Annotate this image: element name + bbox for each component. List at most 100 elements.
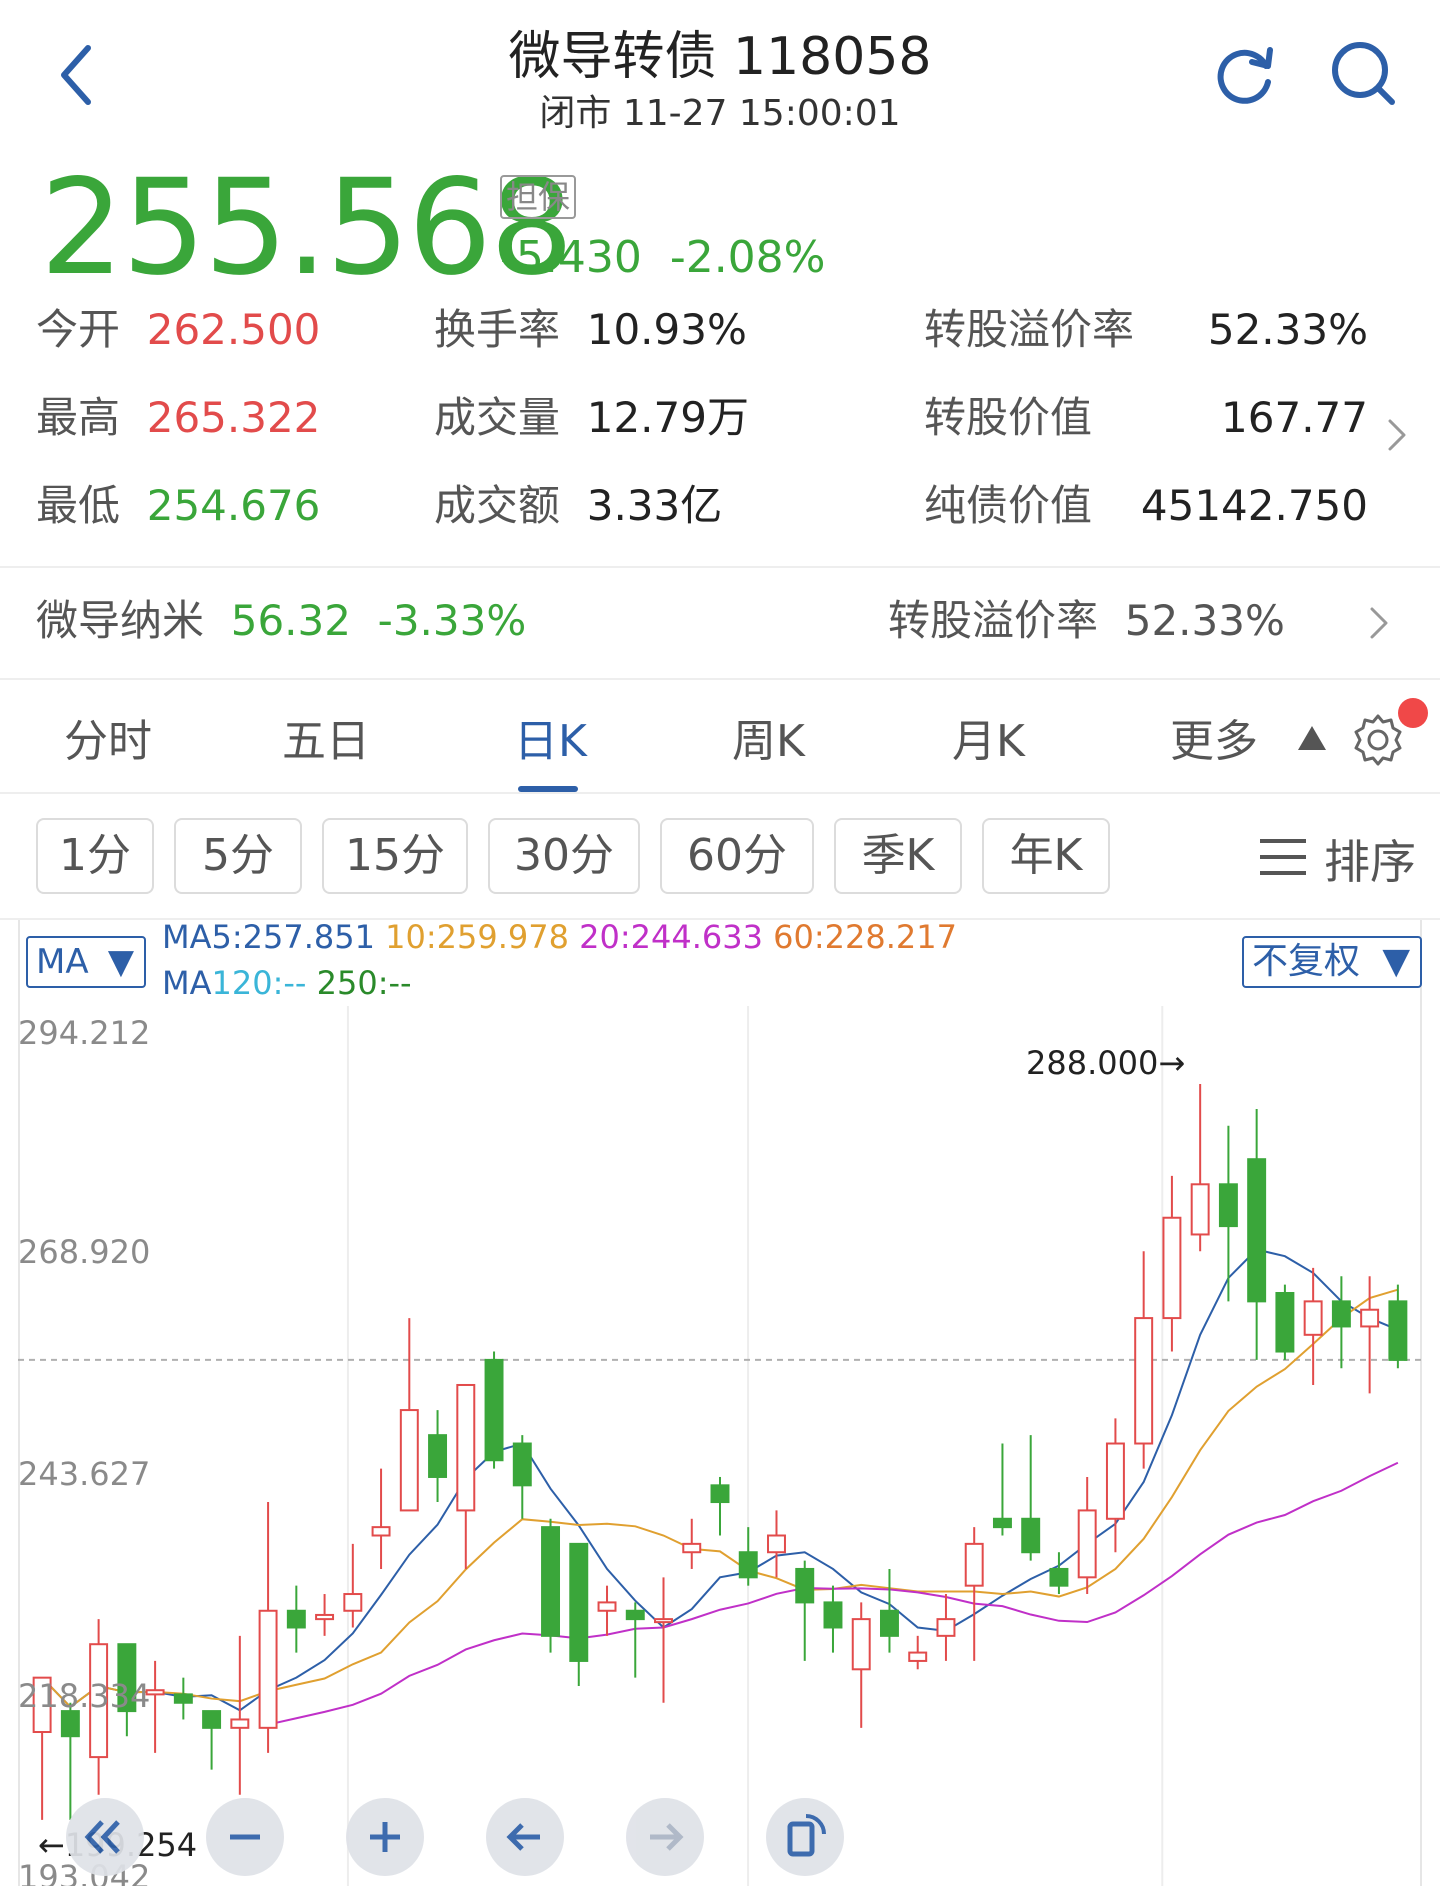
adjust-selector[interactable]: 不复权 ▼ xyxy=(1242,936,1422,988)
candle xyxy=(738,1527,758,1586)
premium-value: 52.33% xyxy=(1124,596,1285,645)
tab-month-k[interactable]: 月K xyxy=(952,716,1025,767)
candle-body xyxy=(1275,1291,1295,1353)
candle xyxy=(1388,1284,1408,1369)
search-icon[interactable] xyxy=(1326,36,1402,112)
candle-body xyxy=(145,1689,165,1696)
candle-body xyxy=(936,1618,956,1637)
stat-value: 167.77 xyxy=(1221,393,1368,442)
candle xyxy=(1077,1476,1097,1595)
back-arrow-icon[interactable] xyxy=(52,40,100,110)
divider xyxy=(0,918,1440,920)
candle xyxy=(597,1585,617,1636)
fast-back-button[interactable] xyxy=(66,1798,144,1876)
candle xyxy=(1275,1284,1295,1360)
period-year-button[interactable]: 年K xyxy=(982,818,1110,894)
period-5min-button[interactable]: 5分 xyxy=(174,818,302,894)
candle xyxy=(908,1635,928,1670)
candle xyxy=(286,1585,306,1653)
arrow-left-icon xyxy=(506,1823,540,1851)
candle-body xyxy=(371,1526,391,1537)
period-quarter-button[interactable]: 季K xyxy=(834,818,962,894)
candle xyxy=(654,1577,673,1703)
candle-body xyxy=(399,1409,419,1512)
candle-body xyxy=(823,1601,843,1629)
market-status: 闭市 11-27 15:00:01 xyxy=(539,93,901,134)
stat-value: 45142.750 xyxy=(1140,481,1368,530)
gear-icon[interactable] xyxy=(1348,710,1408,770)
tab-day-k[interactable]: 日K xyxy=(514,716,587,767)
ma-label: MA xyxy=(36,942,89,982)
ma-selector[interactable]: MA ▼ xyxy=(26,936,146,988)
change-percent: -2.08% xyxy=(669,232,826,283)
period-15min-button[interactable]: 15分 xyxy=(322,818,468,894)
period-60min-button[interactable]: 60分 xyxy=(660,818,814,894)
candle-body xyxy=(343,1593,363,1612)
candle-body xyxy=(315,1613,335,1621)
stat-low: 最低 254.676 xyxy=(36,481,320,531)
scroll-left-button[interactable] xyxy=(486,1798,564,1876)
candle xyxy=(117,1643,137,1737)
ma250-value: 250:-- xyxy=(316,964,412,1002)
change-value: -5.430 xyxy=(500,232,642,283)
tab-intraday[interactable]: 分时 xyxy=(64,716,152,767)
y-tick-label: 294.212 xyxy=(18,1014,151,1052)
dropdown-triangle-icon: ▼ xyxy=(1382,941,1410,982)
rotate-button[interactable] xyxy=(766,1798,844,1876)
zoom-out-button[interactable] xyxy=(206,1798,284,1876)
candle-body xyxy=(456,1383,476,1512)
refresh-icon[interactable] xyxy=(1206,36,1282,112)
candle xyxy=(230,1635,250,1795)
stat-volume: 成交量 12.79万 xyxy=(434,393,749,443)
candle xyxy=(89,1619,109,1795)
y-tick-label: 243.627 xyxy=(18,1455,151,1493)
tab-five-day[interactable]: 五日 xyxy=(282,716,370,767)
stat-label: 换手率 xyxy=(434,305,561,354)
candle xyxy=(1105,1418,1125,1553)
candle-body xyxy=(286,1609,306,1629)
candle-body xyxy=(428,1434,448,1478)
stock-name: 微导纳米 xyxy=(36,596,205,645)
zoom-in-button[interactable] xyxy=(346,1798,424,1876)
tab-week-k[interactable]: 周K xyxy=(732,716,805,767)
stat-value: 52.33% xyxy=(1207,305,1368,354)
ma-legend-row1: MA5:257.851 10:259.978 20:244.633 60:228… xyxy=(162,918,957,956)
underlying-stock-row[interactable]: 微导纳米 56.32 -3.33% 转股溢价率 52.33% xyxy=(0,568,1440,678)
candle-body xyxy=(1105,1442,1125,1520)
candle-body xyxy=(89,1643,109,1759)
candle xyxy=(428,1410,448,1503)
candle-body xyxy=(851,1618,871,1671)
triangle-up-icon[interactable] xyxy=(1296,724,1328,752)
y-tick-label: 218.334 xyxy=(18,1677,151,1715)
candle xyxy=(992,1443,1012,1536)
list-icon xyxy=(1260,839,1306,875)
candle-body xyxy=(1162,1216,1182,1320)
candle xyxy=(32,1676,52,1820)
candle-body xyxy=(1049,1567,1069,1587)
stat-label: 转股溢价率 xyxy=(924,305,1135,354)
candle xyxy=(173,1677,193,1720)
kline-chart-area[interactable] xyxy=(18,920,1422,1886)
candle xyxy=(145,1660,165,1753)
tab-more[interactable]: 更多 xyxy=(1170,716,1258,767)
candle-body xyxy=(795,1567,815,1604)
candle-body xyxy=(879,1609,899,1637)
candle xyxy=(795,1560,815,1661)
ma-legend-row2: MA120:-- 250:-- xyxy=(162,964,412,1002)
candle xyxy=(343,1543,363,1628)
ma60-value: 60:228.217 xyxy=(773,918,957,956)
candle xyxy=(625,1602,645,1678)
notification-dot xyxy=(1398,698,1428,728)
candle xyxy=(1360,1276,1380,1394)
scroll-right-button[interactable] xyxy=(626,1798,704,1876)
candle xyxy=(60,1702,80,1820)
chevron-right-icon[interactable] xyxy=(1382,415,1412,455)
candle xyxy=(1303,1267,1323,1385)
stat-value: 12.79万 xyxy=(586,393,749,442)
period-30min-button[interactable]: 30分 xyxy=(488,818,640,894)
candle xyxy=(1247,1109,1267,1360)
candle-body xyxy=(1303,1300,1323,1336)
period-1min-button[interactable]: 1分 xyxy=(36,818,154,894)
premium-label: 转股溢价率 xyxy=(888,596,1099,645)
candle xyxy=(767,1510,786,1578)
